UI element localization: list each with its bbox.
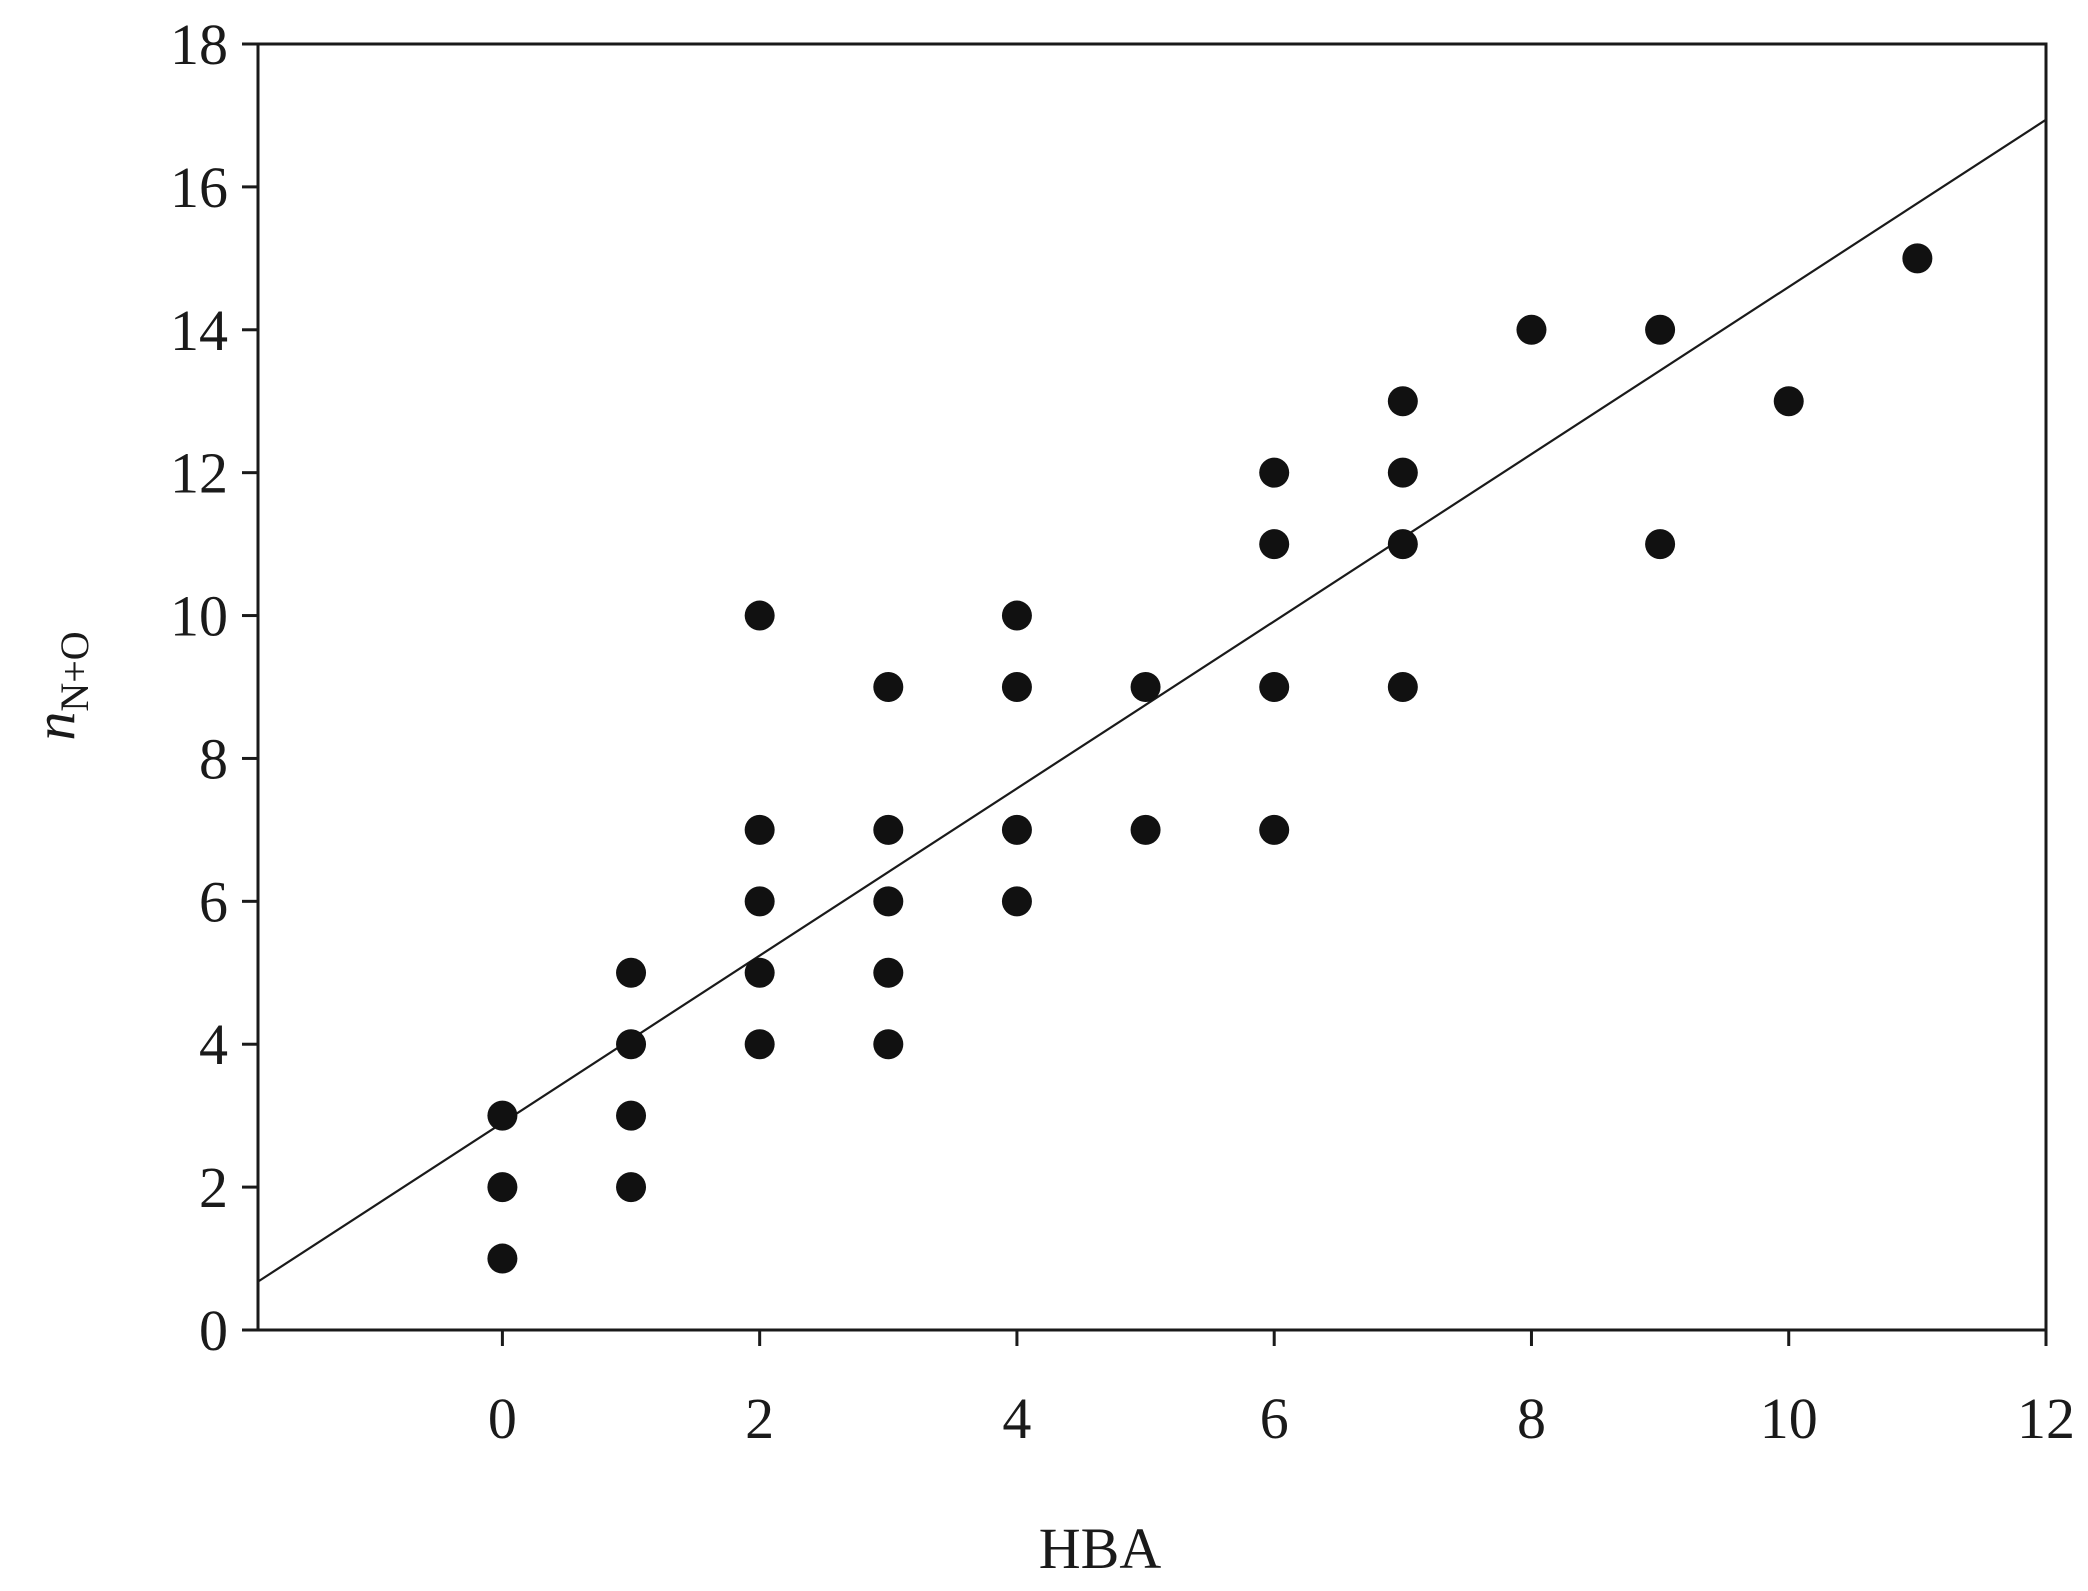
y-tick-label: 0	[199, 1298, 228, 1363]
x-tick-label: 2	[745, 1386, 774, 1451]
x-axis-ticks: 0 2 4 6 8 10 12	[488, 1330, 2075, 1451]
data-point	[1130, 672, 1161, 702]
data-point	[1773, 386, 1804, 417]
data-point	[744, 814, 775, 845]
y-tick-label: 18	[170, 12, 228, 77]
data-point	[1387, 529, 1418, 560]
data-point	[616, 1100, 647, 1131]
y-axis-title-main: n	[22, 712, 87, 741]
data-point	[1001, 886, 1032, 917]
x-tick-label: 12	[2017, 1386, 2075, 1451]
data-point	[1645, 529, 1676, 560]
data-point	[1130, 814, 1161, 845]
data-point	[487, 1100, 518, 1131]
y-axis-title-subscript: N+O	[52, 631, 97, 711]
x-tick-label: 6	[1260, 1386, 1289, 1451]
data-point	[616, 957, 647, 988]
y-tick-label: 16	[170, 155, 228, 220]
y-axis-title: nN+O	[22, 631, 97, 740]
data-point	[487, 1243, 518, 1274]
data-point	[873, 1029, 904, 1060]
x-tick-label: 8	[1517, 1386, 1546, 1451]
data-point	[873, 957, 904, 988]
data-point	[1001, 814, 1032, 845]
data-point	[744, 1029, 775, 1060]
data-point	[1387, 672, 1418, 702]
data-point	[616, 1029, 647, 1060]
data-point	[1259, 672, 1290, 702]
data-point	[873, 672, 904, 702]
y-tick-label: 12	[170, 441, 228, 506]
y-tick-label: 4	[199, 1012, 228, 1077]
plot-frame	[256, 42, 2048, 1332]
data-point	[1645, 314, 1676, 345]
x-tick-label: 0	[488, 1386, 517, 1451]
y-tick-label: 6	[199, 869, 228, 934]
data-point	[1387, 457, 1418, 488]
data-points	[487, 243, 1933, 1274]
data-point	[873, 814, 904, 845]
data-point	[616, 1172, 647, 1203]
data-point	[873, 886, 904, 917]
x-axis-title: HBA	[1039, 1516, 1162, 1581]
data-point	[744, 957, 775, 988]
x-tick-label: 4	[1002, 1386, 1031, 1451]
data-point	[744, 600, 775, 631]
data-point	[1516, 314, 1547, 345]
data-point	[1001, 600, 1032, 631]
y-axis-ticks: 0 2 4 6 8 10 12 14 16 18	[170, 12, 258, 1363]
data-point	[744, 886, 775, 917]
regression-line	[258, 118, 2046, 1283]
data-point	[1259, 457, 1290, 488]
data-point	[1259, 814, 1290, 845]
y-tick-label: 14	[170, 298, 228, 363]
data-point	[1387, 386, 1418, 417]
y-tick-label: 10	[170, 584, 228, 649]
data-point	[1902, 243, 1933, 274]
y-tick-label: 8	[199, 726, 228, 791]
data-point	[487, 1172, 518, 1203]
data-point	[1259, 529, 1290, 560]
x-tick-label: 10	[1760, 1386, 1818, 1451]
data-point	[1001, 672, 1032, 702]
y-tick-label: 2	[199, 1155, 228, 1220]
